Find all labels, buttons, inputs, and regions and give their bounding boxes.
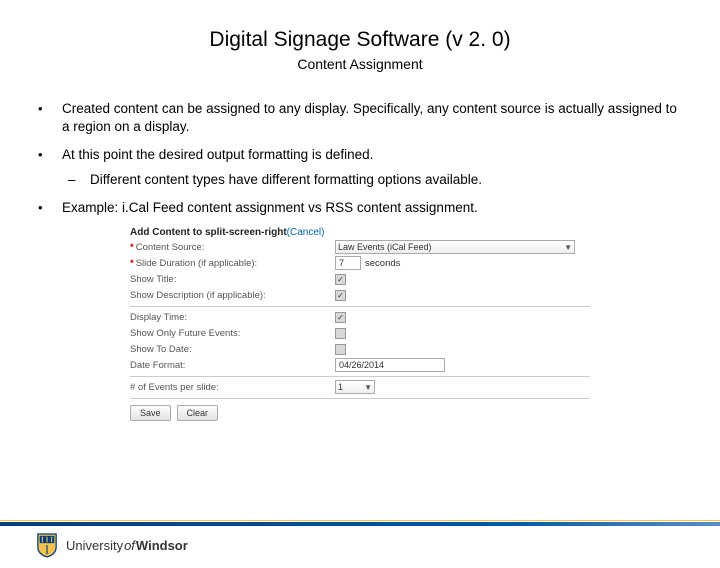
label-date-format: Date Format: — [130, 360, 335, 371]
slide-subtitle: Content Assignment — [0, 56, 720, 72]
events-per-slide-select[interactable]: 1 ▼ — [335, 380, 375, 394]
label-show-desc: Show Description (if applicable): — [130, 290, 335, 301]
bullet-2-text: At this point the desired output formatt… — [62, 147, 373, 162]
to-date-checkbox[interactable] — [335, 344, 346, 355]
show-title-checkbox[interactable]: ✓ — [335, 274, 346, 285]
seconds-label: seconds — [365, 258, 400, 269]
chevron-down-icon: ▼ — [564, 243, 572, 252]
slide-footer: University of Windsor — [0, 522, 720, 568]
slide-body: Created content can be assigned to any d… — [32, 100, 688, 217]
label-source: Content Source: — [136, 242, 205, 253]
future-events-checkbox[interactable] — [335, 328, 346, 339]
label-display-time: Display Time: — [130, 312, 335, 323]
divider — [130, 306, 590, 307]
events-per-slide-value: 1 — [338, 382, 343, 392]
form-screenshot: Add Content to split-screen-right(Cancel… — [130, 227, 590, 421]
slide-title: Digital Signage Software (v 2. 0) — [0, 28, 720, 52]
footer-bar — [0, 522, 720, 526]
bullet-3: Example: i.Cal Feed content assignment v… — [32, 199, 688, 217]
divider — [130, 376, 590, 377]
university-logo: University of Windsor — [36, 532, 188, 558]
bullet-2-sub-1: Different content types have different f… — [62, 171, 688, 189]
cancel-link[interactable]: (Cancel) — [287, 227, 325, 238]
content-source-value: Law Events (iCal Feed) — [338, 242, 432, 252]
label-show-title: Show Title: — [130, 274, 335, 285]
display-time-checkbox[interactable]: ✓ — [335, 312, 346, 323]
show-desc-checkbox[interactable]: ✓ — [335, 290, 346, 301]
divider — [130, 398, 590, 399]
bullet-1: Created content can be assigned to any d… — [32, 100, 688, 136]
save-button[interactable]: Save — [130, 405, 171, 421]
bullet-2: At this point the desired output formatt… — [32, 146, 688, 188]
date-format-input[interactable]: 04/26/2014 — [335, 358, 445, 372]
form-header: Add Content to split-screen-right(Cancel… — [130, 227, 590, 238]
label-slide-duration: Slide Duration (if applicable): — [136, 258, 257, 269]
label-to-date: Show To Date: — [130, 344, 335, 355]
content-source-select[interactable]: Law Events (iCal Feed) ▼ — [335, 240, 575, 254]
label-per-slide: # of Events per slide: — [130, 382, 335, 393]
form-header-text: Add Content to split-screen-right — [130, 227, 287, 238]
slide-duration-input[interactable]: 7 — [335, 256, 361, 270]
shield-icon — [36, 532, 58, 558]
chevron-down-icon: ▼ — [364, 383, 372, 392]
label-future: Show Only Future Events: — [130, 328, 335, 339]
clear-button[interactable]: Clear — [177, 405, 219, 421]
